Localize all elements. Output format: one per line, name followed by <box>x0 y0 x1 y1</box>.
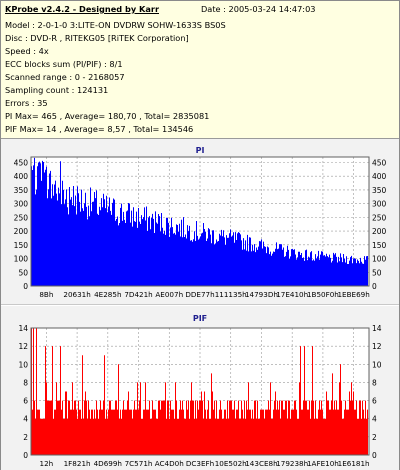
x-tick-label: 20631h <box>63 290 90 299</box>
y-tick-label-right: 350 <box>372 186 387 195</box>
pi-chart-title: PI <box>195 146 205 155</box>
y-tick-label-left: 150 <box>14 241 29 250</box>
pif-chart-panel: PIF 0 0 2 2 4 4 6 6 8 8 10 10 12 12 14 14 12h 1F821h 4D699… <box>1 306 399 470</box>
y-tick-label-left: 6 <box>23 397 28 406</box>
y-tick-label-right: 100 <box>372 255 387 264</box>
x-tick-label: 17E410h <box>276 290 308 299</box>
bar-series <box>31 157 368 286</box>
x-tick-label: 12h <box>40 459 54 468</box>
y-tick-label-left: 14 <box>18 324 28 333</box>
y-tick-label-left: 100 <box>14 255 29 264</box>
y-tick-label-right: 150 <box>372 241 387 250</box>
info-panel: KProbe v2.4.2 - Designed by Karr Date : … <box>1 1 399 139</box>
y-tick-label-right: 4 <box>372 415 377 424</box>
y-tick-label-right: 0 <box>372 451 377 460</box>
y-tick-label-right: 2 <box>372 433 377 442</box>
app-title: KProbe v2.4.2 - Designed by Karr <box>5 4 159 14</box>
x-tick-label: 1EBE69h <box>337 290 369 299</box>
plot-border <box>30 156 370 287</box>
errors-line: Errors : 35 <box>5 98 48 108</box>
x-tick-label: 143CE8h <box>245 459 277 468</box>
model-line: Model : 2-0-1-0 3:LITE-ON DVDRW SOHW-163… <box>5 20 226 30</box>
scanned-range-line: Scanned range : 0 - 2168057 <box>5 72 125 82</box>
x-tick-label: 179238h <box>276 459 308 468</box>
pi-chart: 0 0 50 50 100 100 150 150 200 200 250 250 300 300 350 3… <box>14 156 387 299</box>
pif-chart: 0 0 2 2 4 4 6 6 8 8 10 10 12 12 14 14 12h 1F821h 4D699h 7C5… <box>18 324 382 468</box>
pif-chart-title: PIF <box>192 314 208 323</box>
y-tick-label-left: 50 <box>18 268 28 277</box>
pi-stats-line: PI Max= 465 , Average= 180,70 , Total= 2… <box>5 111 210 121</box>
plot-border <box>30 327 370 456</box>
x-tick-label: 4E285h <box>94 290 121 299</box>
y-tick-label-left: 8 <box>23 378 28 387</box>
y-tick-label-right: 300 <box>372 200 387 209</box>
x-tick-label: 111135h <box>215 290 247 299</box>
x-tick-label: DC3EFh <box>186 459 214 468</box>
disc-line: Disc : DVD-R , RITEKG05 [RiTEK Corporati… <box>5 33 189 43</box>
x-tick-label: DDE77h <box>185 290 214 299</box>
x-tick-label: 1B50F0h <box>307 290 339 299</box>
y-tick-label-right: 8 <box>372 378 377 387</box>
y-tick-label-left: 400 <box>14 172 29 181</box>
y-tick-label-right: 50 <box>372 268 382 277</box>
y-tick-label-left: 0 <box>23 451 28 460</box>
x-tick-label: 4D699h <box>94 459 122 468</box>
speed-line: Speed : 4x <box>5 46 49 56</box>
y-tick-label-right: 400 <box>372 172 387 181</box>
ecc-line: ECC blocks sum (PI/PIF) : 8/1 <box>5 59 123 69</box>
y-tick-label-left: 4 <box>23 415 28 424</box>
y-tick-label-left: 350 <box>14 186 29 195</box>
x-tick-label: 10E502h <box>215 459 247 468</box>
y-tick-label-right: 0 <box>372 282 377 291</box>
y-tick-label-left: 300 <box>14 200 29 209</box>
y-tick-label-left: 450 <box>14 158 29 167</box>
y-tick-label-right: 450 <box>372 158 387 167</box>
x-tick-label: 7C571h <box>125 459 153 468</box>
x-tick-label: 7D421h <box>124 290 152 299</box>
sampling-count-line: Sampling count : 124131 <box>5 85 109 95</box>
y-tick-label-left: 200 <box>14 227 29 236</box>
y-tick-label-left: 2 <box>23 433 28 442</box>
y-tick-label-left: 250 <box>14 213 29 222</box>
x-tick-label: AC4D0h <box>155 459 184 468</box>
x-tick-label: 8Bh <box>39 290 53 299</box>
bar-series <box>31 328 368 455</box>
y-tick-label-left: 10 <box>18 360 28 369</box>
x-tick-label: 14793Dh <box>245 290 278 299</box>
y-tick-label-left: 0 <box>23 282 28 291</box>
y-tick-label-right: 6 <box>372 397 377 406</box>
y-tick-label-right: 10 <box>372 360 382 369</box>
scan-date: Date : 2005-03-24 14:47:03 <box>201 4 316 14</box>
x-tick-label: 1E6181h <box>338 459 370 468</box>
x-tick-label: 1F821h <box>64 459 91 468</box>
y-tick-label-left: 12 <box>18 342 28 351</box>
x-tick-label: AE007h <box>155 290 183 299</box>
y-tick-label-right: 250 <box>372 213 387 222</box>
y-tick-label-right: 200 <box>372 227 387 236</box>
y-tick-label-right: 14 <box>372 324 382 333</box>
pi-chart-panel: PI 0 0 50 50 100 100 150 150 200 200 250 250 300 300 3… <box>1 139 399 305</box>
x-tick-label: 1AFE10h <box>307 459 339 468</box>
y-tick-label-right: 12 <box>372 342 382 351</box>
pif-stats-line: PIF Max= 14 , Average= 8,57 , Total= 134… <box>5 124 194 134</box>
